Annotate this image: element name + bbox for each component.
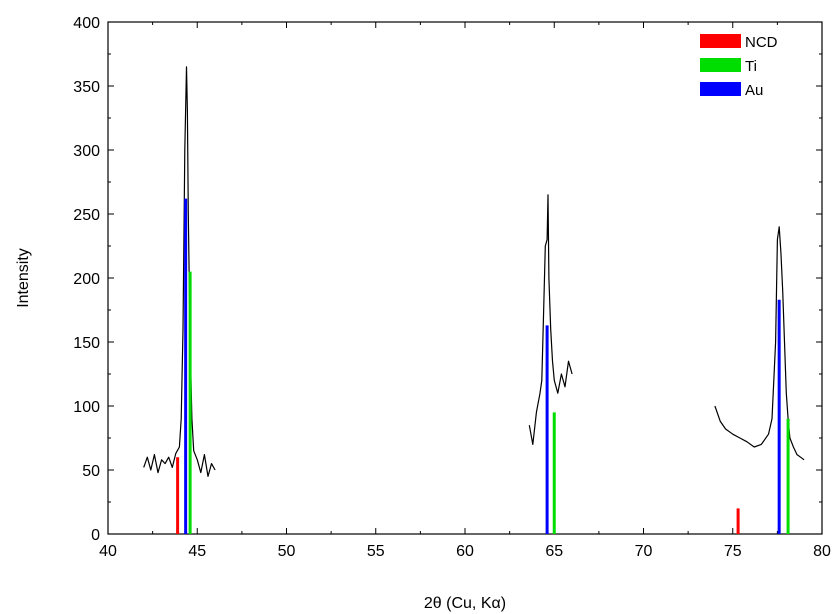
legend-label-ti: Ti <box>745 58 757 75</box>
x-tick-label: 50 <box>278 543 296 560</box>
x-tick-label: 40 <box>99 543 117 560</box>
y-axis-title: Intensity <box>15 248 32 308</box>
legend-label-au: Au <box>745 82 763 99</box>
x-tick-label: 65 <box>545 543 563 560</box>
diffraction-pattern-segment <box>143 66 216 477</box>
legend: NCD Ti Au <box>700 34 778 99</box>
x-tick-label: 60 <box>456 543 474 560</box>
y-tick-label: 350 <box>73 79 100 96</box>
y-tick-label: 150 <box>73 335 100 352</box>
y-tick-label: 100 <box>73 399 100 416</box>
y-tick-label: 300 <box>73 143 100 160</box>
y-tick-label: 250 <box>73 207 100 224</box>
x-tick-label: 70 <box>635 543 653 560</box>
x-tick-label: 75 <box>724 543 742 560</box>
x-tick-label: 55 <box>367 543 385 560</box>
y-tick-label: 400 <box>73 15 100 32</box>
x-tick-label: 80 <box>813 543 831 560</box>
x-axis-title: 2θ (Cu, Kα) <box>424 595 506 612</box>
diffraction-pattern-segment <box>714 226 805 461</box>
diffraction-pattern-segment <box>528 194 573 445</box>
legend-swatch-ti <box>700 58 741 72</box>
y-tick-label: 200 <box>73 271 100 288</box>
plot-frame <box>107 21 823 535</box>
legend-label-ncd: NCD <box>745 34 778 51</box>
x-tick-label: 45 <box>188 543 206 560</box>
legend-swatch-ncd <box>700 34 741 48</box>
y-tick-label: 0 <box>91 527 100 544</box>
y-tick-label: 50 <box>82 463 100 480</box>
legend-swatch-au <box>700 82 741 96</box>
